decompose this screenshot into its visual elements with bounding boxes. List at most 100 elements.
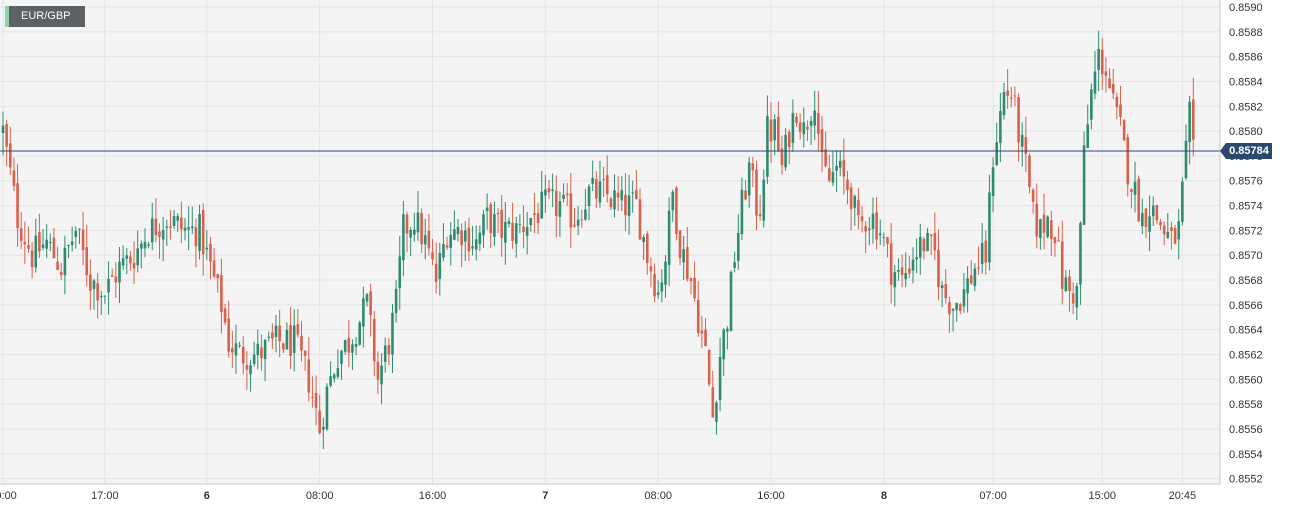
- candle: [318, 394, 321, 435]
- candle: [860, 206, 864, 233]
- candle: [336, 349, 340, 380]
- candle: [103, 295, 107, 304]
- candle: [413, 212, 416, 242]
- candle: [959, 302, 962, 315]
- candle: [536, 202, 540, 234]
- candle: [332, 372, 336, 383]
- candle: [995, 122, 999, 167]
- candle: [1053, 236, 1057, 258]
- candle: [34, 218, 38, 273]
- candle: [926, 227, 929, 252]
- candle: [125, 248, 129, 275]
- candle: [180, 201, 183, 244]
- candle: [518, 214, 522, 234]
- candle: [56, 246, 59, 271]
- candle: [227, 300, 230, 358]
- symbol-badge[interactable]: EUR/GBP: [5, 6, 85, 27]
- candle: [245, 351, 249, 390]
- candle: [70, 226, 74, 252]
- candle: [711, 370, 715, 418]
- candle: [1039, 218, 1042, 250]
- candle: [802, 107, 806, 148]
- candle: [562, 183, 565, 203]
- candle: [41, 229, 45, 251]
- y-tick-label: 0.8582: [1229, 101, 1263, 113]
- candle: [143, 228, 147, 258]
- candle: [220, 258, 223, 334]
- candle: [81, 211, 85, 266]
- x-tick-label: 6: [204, 490, 210, 502]
- candle: [300, 321, 303, 362]
- candle: [369, 283, 372, 337]
- candle: [740, 177, 744, 241]
- candle: [1191, 77, 1195, 157]
- candle: [347, 319, 351, 368]
- y-tick-label: 0.8560: [1229, 374, 1263, 386]
- candle: [165, 219, 169, 246]
- candle: [1, 111, 5, 156]
- candle: [358, 320, 362, 346]
- candle: [565, 183, 569, 207]
- candle: [223, 303, 227, 326]
- candle: [23, 221, 27, 264]
- candle: [624, 173, 627, 232]
- candle: [365, 292, 369, 307]
- candle: [591, 160, 594, 191]
- candle: [372, 311, 376, 376]
- candle: [209, 236, 212, 280]
- candle: [1060, 220, 1064, 305]
- candle: [791, 99, 795, 152]
- candle: [878, 219, 882, 246]
- candle: [1082, 131, 1086, 225]
- candle: [314, 375, 318, 426]
- candle: [547, 180, 551, 199]
- y-tick-label: 0.8558: [1229, 399, 1263, 411]
- candle: [493, 201, 496, 247]
- candle: [507, 217, 511, 228]
- y-tick-label: 0.8580: [1229, 126, 1263, 138]
- candle: [307, 337, 311, 402]
- candle: [114, 262, 118, 298]
- x-tick-label: 8: [881, 490, 887, 502]
- candle: [252, 341, 256, 367]
- candle: [449, 222, 453, 266]
- last-price-tag: 0.85784: [1220, 143, 1272, 159]
- candle: [1155, 204, 1159, 225]
- candle: [402, 201, 405, 277]
- candle: [576, 206, 580, 236]
- candle: [198, 204, 201, 260]
- candle: [715, 400, 718, 435]
- x-tick-label: 16:00: [757, 490, 785, 502]
- y-tick-label: 0.8588: [1229, 27, 1263, 39]
- candle: [442, 223, 445, 262]
- candle: [63, 235, 67, 295]
- candle: [1188, 95, 1191, 165]
- candle: [827, 154, 831, 183]
- candle: [686, 227, 689, 282]
- y-tick-label: 0.8574: [1229, 201, 1263, 213]
- candle: [99, 290, 103, 315]
- candle: [977, 246, 980, 275]
- candle: [391, 303, 394, 373]
- candle: [798, 113, 802, 140]
- candle: [544, 174, 547, 213]
- y-tick-label: 0.8576: [1229, 176, 1263, 188]
- candle: [187, 206, 190, 251]
- x-tick-label: 17:00: [91, 490, 119, 502]
- candle: [602, 166, 605, 197]
- candle: [140, 240, 143, 269]
- candle: [1068, 269, 1071, 312]
- candle: [1159, 219, 1162, 230]
- candle: [85, 224, 89, 287]
- candle: [1017, 93, 1020, 162]
- candle: [1071, 282, 1075, 314]
- candle: [354, 336, 358, 356]
- candle: [249, 359, 252, 392]
- candle: [929, 233, 933, 256]
- candle: [991, 157, 995, 213]
- candle: [445, 236, 449, 250]
- candle: [707, 349, 711, 387]
- candle: [853, 194, 857, 226]
